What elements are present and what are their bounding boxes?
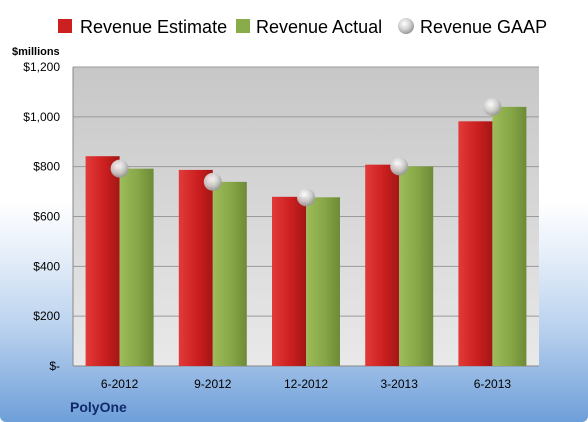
marker-revenue-gaap — [297, 188, 315, 207]
x-tick-label: 12-2012 — [284, 377, 328, 391]
bar-revenue-estimate — [85, 156, 120, 366]
x-tick-label: 9-2012 — [194, 377, 232, 391]
marker-revenue-gaap — [483, 97, 502, 116]
legend: Revenue Estimate Revenue Actual Revenue … — [58, 17, 547, 37]
bar-revenue-actual — [399, 166, 434, 366]
y-tick-label: $800 — [33, 160, 60, 174]
bar-revenue-actual — [306, 197, 340, 366]
y-tick-labels: $- $200 $400 $600 $800 $1,000 $1,200 — [23, 60, 60, 373]
y-tick-label: $200 — [33, 309, 60, 323]
company-name: PolyOne — [70, 399, 127, 415]
x-tick-labels: 6-2012 9-2012 12-2012 3-2013 6-2013 — [101, 377, 511, 391]
legend-label-estimate: Revenue Estimate — [80, 17, 227, 37]
x-tick-label: 3-2013 — [381, 377, 419, 391]
bars — [85, 106, 527, 367]
y-tick-label: $1,200 — [23, 60, 60, 74]
bar-revenue-estimate — [458, 121, 493, 367]
bar-revenue-actual — [119, 168, 154, 366]
y-tick-label: $- — [49, 359, 60, 373]
bar-revenue-actual — [212, 181, 247, 366]
legend-swatch-actual — [236, 19, 250, 33]
unit-label: $millions — [12, 46, 60, 58]
marker-revenue-gaap — [203, 172, 222, 191]
legend-swatch-estimate — [58, 19, 72, 33]
legend-swatch-gaap — [398, 18, 414, 34]
y-tick-label: $400 — [33, 259, 60, 273]
bar-revenue-estimate — [178, 169, 213, 366]
y-tick-label: $600 — [33, 210, 60, 224]
x-tick-label: 6-2013 — [474, 377, 512, 391]
marker-revenue-gaap — [110, 159, 129, 178]
bar-revenue-estimate — [365, 164, 400, 366]
bar-revenue-estimate — [272, 196, 306, 366]
legend-label-gaap: Revenue GAAP — [420, 17, 547, 37]
x-tick-label: 6-2012 — [101, 377, 139, 391]
legend-label-actual: Revenue Actual — [256, 17, 382, 37]
marker-revenue-gaap — [390, 157, 409, 176]
bar-revenue-actual — [492, 106, 527, 366]
gaap-markers — [110, 97, 502, 207]
y-tick-label: $1,000 — [23, 110, 60, 124]
